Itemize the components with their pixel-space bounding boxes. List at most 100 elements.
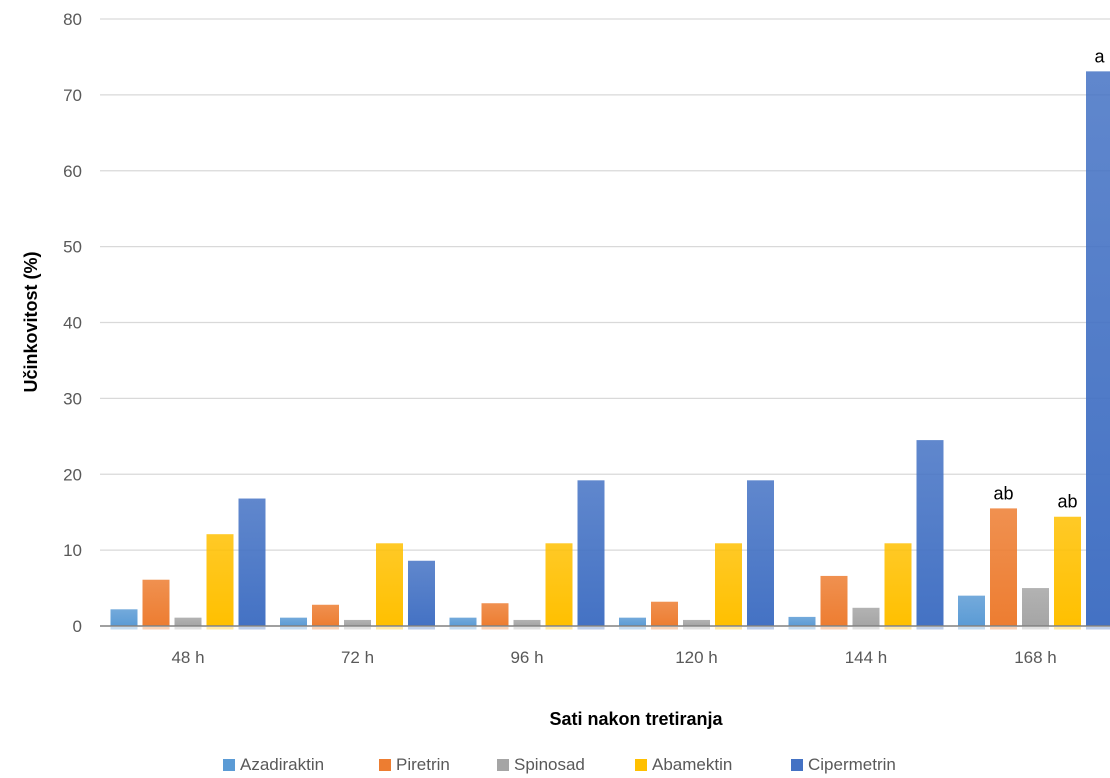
bar-azadiraktin-72-h <box>280 617 307 626</box>
bar-shadow-piretrin-168-h <box>990 627 1017 630</box>
bar-shadow-azadiraktin-72-h <box>280 627 307 630</box>
bar-shadow-spinosad-120-h <box>683 627 710 630</box>
bar-cipermetrin-168-h <box>1086 71 1110 626</box>
bar-shadow-piretrin-72-h <box>312 627 339 630</box>
bar-shadow-azadiraktin-168-h <box>958 627 985 630</box>
legend-item-piretrin: Piretrin <box>379 755 450 774</box>
legend-swatch-azadiraktin <box>223 759 235 771</box>
data-label-abamektin-168-h: ab <box>1057 492 1077 512</box>
bar-abamektin-120-h <box>715 543 742 626</box>
y-tick-label-70: 70 <box>63 86 82 105</box>
x-tick-label-168-h: 168 h <box>1014 648 1057 667</box>
legend-label-cipermetrin: Cipermetrin <box>808 755 896 774</box>
bar-piretrin-96-h <box>481 603 509 626</box>
bar-shadow-cipermetrin-72-h <box>408 627 435 630</box>
bar-piretrin-144-h <box>820 575 848 626</box>
x-tick-labels: 48 h 72 h 96 h 120 h 144 h 168 h <box>171 648 1056 667</box>
bar-azadiraktin-144-h <box>788 616 816 626</box>
legend-swatch-spinosad <box>497 759 509 771</box>
x-axis-title: Sati nakon tretiranja <box>549 709 723 729</box>
y-tick-label-20: 20 <box>63 465 82 484</box>
bar-shadow-piretrin-48-h <box>142 627 170 630</box>
bar-piretrin-168-h <box>990 508 1017 626</box>
bar-azadiraktin-120-h <box>619 617 646 626</box>
bar-shadow-spinosad-72-h <box>344 627 371 630</box>
bar-azadiraktin-168-h <box>958 595 985 626</box>
legend-item-azadiraktin: Azadiraktin <box>223 755 324 774</box>
bar-shadow-azadiraktin-48-h <box>110 627 138 630</box>
y-tick-label-60: 60 <box>63 162 82 181</box>
bar-cipermetrin-96-h <box>577 480 605 626</box>
bar-spinosad-48-h <box>174 617 202 626</box>
bar-spinosad-120-h <box>683 619 710 626</box>
legend-swatch-abamektin <box>635 759 647 771</box>
legend: Azadiraktin Piretrin Spinosad Abamektin Cipe… <box>223 755 896 774</box>
x-tick-label-48-h: 48 h <box>171 648 204 667</box>
bar-shadow-spinosad-144-h <box>852 627 880 630</box>
legend-item-abamektin: Abamektin <box>635 755 732 774</box>
data-labels: ab ab a <box>993 46 1105 511</box>
bar-shadow-abamektin-120-h <box>715 627 742 630</box>
legend-label-abamektin: Abamektin <box>652 755 732 774</box>
bar-shadow-piretrin-96-h <box>481 627 509 630</box>
bar-abamektin-72-h <box>376 543 403 626</box>
bar-cipermetrin-120-h <box>747 480 774 626</box>
x-tick-label-144-h: 144 h <box>845 648 888 667</box>
bar-piretrin-120-h <box>651 601 678 626</box>
bar-azadiraktin-48-h <box>110 609 138 626</box>
bar-shadow-abamektin-48-h <box>206 627 234 630</box>
bar-cipermetrin-72-h <box>408 560 435 626</box>
bar-shadow-azadiraktin-120-h <box>619 627 646 630</box>
bar-spinosad-144-h <box>852 607 880 626</box>
bar-shadow-azadiraktin-96-h <box>449 627 477 630</box>
bar-abamektin-96-h <box>545 543 573 626</box>
bar-abamektin-144-h <box>884 543 912 626</box>
legend-item-spinosad: Spinosad <box>497 755 585 774</box>
bar-abamektin-48-h <box>206 534 234 626</box>
legend-label-spinosad: Spinosad <box>514 755 585 774</box>
x-tick-label-96-h: 96 h <box>510 648 543 667</box>
gridlines <box>100 18 1110 551</box>
bar-shadow-abamektin-72-h <box>376 627 403 630</box>
y-tick-label-10: 10 <box>63 541 82 560</box>
y-axis-title: Učinkovitost (%) <box>21 251 41 392</box>
bar-azadiraktin-96-h <box>449 617 477 626</box>
y-tick-label-50: 50 <box>63 238 82 257</box>
bar-shadow-abamektin-96-h <box>545 627 573 630</box>
y-tick-label-30: 30 <box>63 389 82 408</box>
bar-shadow-spinosad-168-h <box>1022 627 1049 630</box>
legend-label-azadiraktin: Azadiraktin <box>240 755 324 774</box>
legend-item-cipermetrin: Cipermetrin <box>791 755 896 774</box>
data-label-piretrin-168-h: ab <box>993 483 1013 503</box>
bar-spinosad-168-h <box>1022 588 1049 626</box>
bar-spinosad-72-h <box>344 619 371 626</box>
bar-cipermetrin-48-h <box>238 498 266 626</box>
bar-shadow-azadiraktin-144-h <box>788 627 816 630</box>
bar-cipermetrin-144-h <box>916 440 944 626</box>
bar-shadow-abamektin-168-h <box>1054 627 1081 630</box>
bar-shadow-cipermetrin-168-h <box>1086 627 1110 630</box>
x-tick-label-120-h: 120 h <box>675 648 718 667</box>
bar-shadow-cipermetrin-144-h <box>916 627 944 630</box>
bar-shadow-cipermetrin-96-h <box>577 627 605 630</box>
y-tick-label-40: 40 <box>63 314 82 333</box>
bar-piretrin-72-h <box>312 604 339 626</box>
bar-spinosad-96-h <box>513 619 541 626</box>
legend-swatch-piretrin <box>379 759 391 771</box>
bars <box>110 71 1110 630</box>
bar-shadow-piretrin-120-h <box>651 627 678 630</box>
legend-swatch-cipermetrin <box>791 759 803 771</box>
bar-shadow-cipermetrin-48-h <box>238 627 266 630</box>
bar-shadow-cipermetrin-120-h <box>747 627 774 630</box>
bar-shadow-spinosad-96-h <box>513 627 541 630</box>
legend-label-piretrin: Piretrin <box>396 755 450 774</box>
bar-shadow-spinosad-48-h <box>174 627 202 630</box>
bar-shadow-abamektin-144-h <box>884 627 912 630</box>
bar-piretrin-48-h <box>142 579 170 626</box>
y-tick-label-80: 80 <box>63 10 82 29</box>
y-tick-label-0: 0 <box>73 617 82 636</box>
y-tick-labels: 0 10 20 30 40 50 60 70 80 <box>63 10 82 636</box>
bar-shadow-piretrin-144-h <box>820 627 848 630</box>
